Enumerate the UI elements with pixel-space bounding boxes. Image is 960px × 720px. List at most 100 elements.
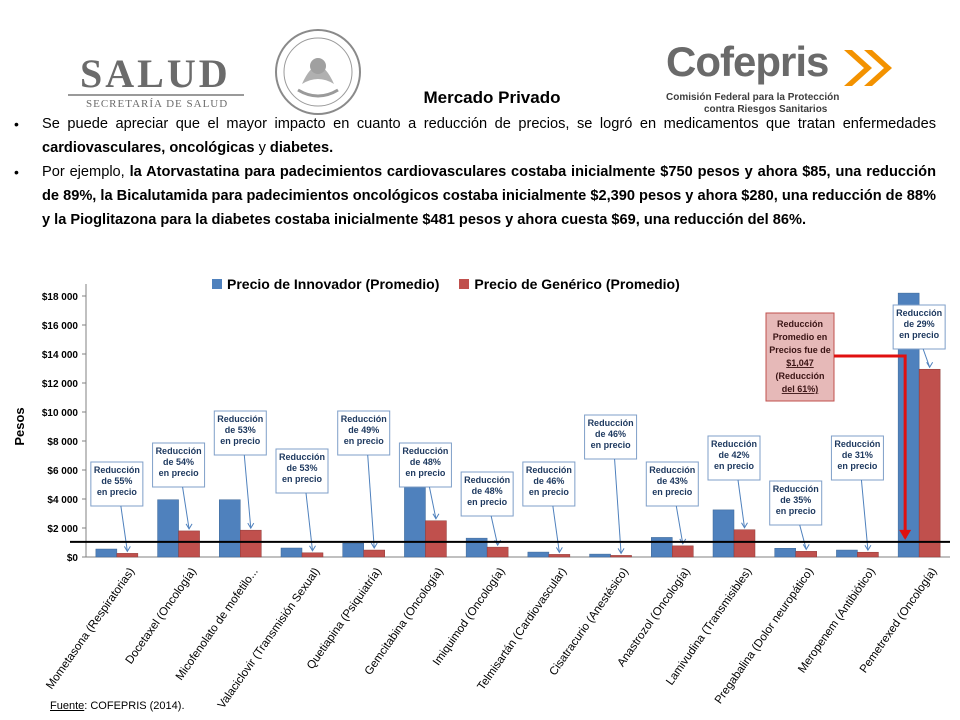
bar-innovador — [774, 548, 796, 558]
reduction-callout-text: Reducción — [217, 414, 263, 424]
legend-swatch-generico — [459, 279, 470, 289]
callout-arrow-head — [123, 546, 131, 553]
callout-arrow — [614, 458, 622, 554]
x-tick-label: Imiquimod (Oncología) — [431, 566, 508, 668]
bullet-2: • Por ejemplo, la Atorvastatina para pad… — [14, 160, 936, 232]
reduction-callout-box — [584, 414, 638, 460]
salud-logo: SALUD SECRETARÍA DE SALUD — [68, 44, 248, 114]
reduction-callout-text: en precio — [529, 487, 570, 497]
x-tick-label: Anastrozol (Oncología) — [615, 566, 692, 669]
y-tick-label: $16 000 — [42, 321, 79, 332]
reduction-callout-box — [152, 442, 206, 488]
average-connector-head — [899, 529, 912, 540]
bullet-list: • Se puede apreciar que el mayor impacto… — [14, 112, 936, 232]
callout-arrow — [243, 454, 252, 529]
callout-arrow-head — [802, 544, 810, 551]
callout-arrow — [552, 505, 560, 553]
bar-innovador — [712, 509, 735, 558]
reduction-callout-text: de 43% — [657, 476, 688, 486]
reduction-callout-text: de 48% — [472, 486, 503, 496]
reduction-callout-box — [275, 448, 329, 494]
y-tick-label: $6 000 — [47, 466, 78, 477]
cofepris-wordmark: Cofepris — [666, 38, 829, 85]
bar-generico — [918, 368, 941, 558]
y-axis-title: Pesos — [12, 407, 27, 445]
y-tick-label: $18 000 — [42, 292, 79, 303]
reduction-callout-text: en precio — [159, 468, 200, 478]
callout-arrow-head — [309, 545, 316, 552]
y-tick-label: $0 — [67, 553, 79, 564]
salud-subtitle: SECRETARÍA DE SALUD — [86, 98, 229, 110]
bullet-1-bold-2: diabetes — [269, 140, 330, 156]
reduction-callout-box — [522, 461, 576, 507]
bar-generico — [486, 546, 509, 558]
reduction-callout-box — [213, 410, 267, 456]
callout-arrow — [428, 486, 437, 519]
x-tick-label: Docetaxel (Oncología) — [124, 566, 200, 667]
callout-arrow — [182, 486, 190, 529]
bullet-1-part: Se puede apreciar que el mayor impacto e… — [42, 116, 936, 132]
salud-wordmark: SALUD — [80, 51, 231, 96]
callout-arrow — [367, 454, 375, 549]
legend-item-innovador: Precio de Innovador (Promedio) — [212, 276, 439, 292]
callout-arrow-head — [679, 538, 687, 545]
x-tick-label: Valaciclovir (Transmisión Sexual) — [216, 566, 323, 711]
callout-arrow — [860, 479, 869, 551]
y-tick-label: $14 000 — [42, 350, 79, 361]
reduction-callout-text: Reducción — [526, 465, 572, 475]
reduction-callout-text: Reducción — [588, 418, 634, 428]
cofepris-arrows-icon — [844, 50, 892, 86]
average-reduction-text: Promedio en — [773, 332, 828, 342]
bar-generico — [857, 551, 879, 558]
bar-innovador — [836, 549, 858, 558]
callout-arrow — [737, 479, 745, 528]
reduction-callout-text: en precio — [837, 461, 878, 471]
reduction-callout-text: de 48% — [410, 457, 441, 467]
bar-innovador — [280, 547, 303, 558]
cofepris-subtitle-line-1: Comisión Federal para la Protección — [666, 92, 840, 103]
bullet-dot: • — [14, 116, 19, 132]
reduction-callout-text: Reducción — [773, 484, 819, 494]
callout-arrow — [120, 505, 128, 552]
bar-generico — [116, 553, 139, 558]
reduction-callout-text: en precio — [220, 436, 261, 446]
bullet-1-mid: y — [254, 140, 270, 156]
bar-innovador — [219, 499, 241, 558]
reduction-callout-box — [460, 471, 514, 517]
callout-arrow — [490, 515, 499, 546]
reduction-callout-box — [769, 480, 823, 526]
reduction-callout-box — [337, 410, 391, 456]
bullet-1-end: . — [329, 140, 334, 156]
y-tick-label: $2 000 — [47, 524, 78, 535]
bullet-1: • Se puede apreciar que el mayor impacto… — [14, 112, 936, 160]
cofepris-subtitle-line-2: contra Riesgos Sanitarios — [704, 104, 828, 115]
x-tick-label: Pregabalina (Dolor neuropático) — [713, 566, 816, 707]
reduction-callout-text: Reducción — [711, 439, 757, 449]
callout-arrow-head — [617, 548, 625, 555]
reduction-callout-text: de 42% — [718, 450, 749, 460]
reduction-callout-text: Reducción — [834, 439, 880, 449]
reduction-callout-box — [90, 461, 144, 507]
average-reduction-text: Precios fue de — [769, 345, 831, 355]
chart-legend: Precio de Innovador (Promedio) Precio de… — [212, 276, 680, 292]
bar-generico — [548, 554, 571, 558]
average-reduction-text: Reducción — [777, 319, 823, 329]
callout-arrow-head — [185, 523, 193, 530]
reduction-callout-box — [707, 435, 761, 481]
reduction-callout-text: de 53% — [286, 463, 317, 473]
reduction-callout-text: de 54% — [163, 457, 194, 467]
legend-swatch-innovador — [212, 279, 222, 289]
legend-label-generico: Precio de Genérico (Promedio) — [474, 276, 680, 292]
bar-generico — [610, 555, 632, 558]
reduction-callout-text: en precio — [467, 497, 508, 507]
average-reduction-text: del 61%) — [782, 384, 819, 394]
callout-arrow-head — [247, 522, 255, 530]
y-tick-label: $8 000 — [47, 437, 78, 448]
reduction-callout-text: de 49% — [348, 425, 379, 435]
callout-arrow — [675, 505, 684, 544]
callout-arrow-head — [370, 542, 378, 550]
reduction-callout-box — [892, 304, 946, 350]
bar-generico — [795, 551, 817, 558]
bar-innovador — [651, 537, 673, 558]
